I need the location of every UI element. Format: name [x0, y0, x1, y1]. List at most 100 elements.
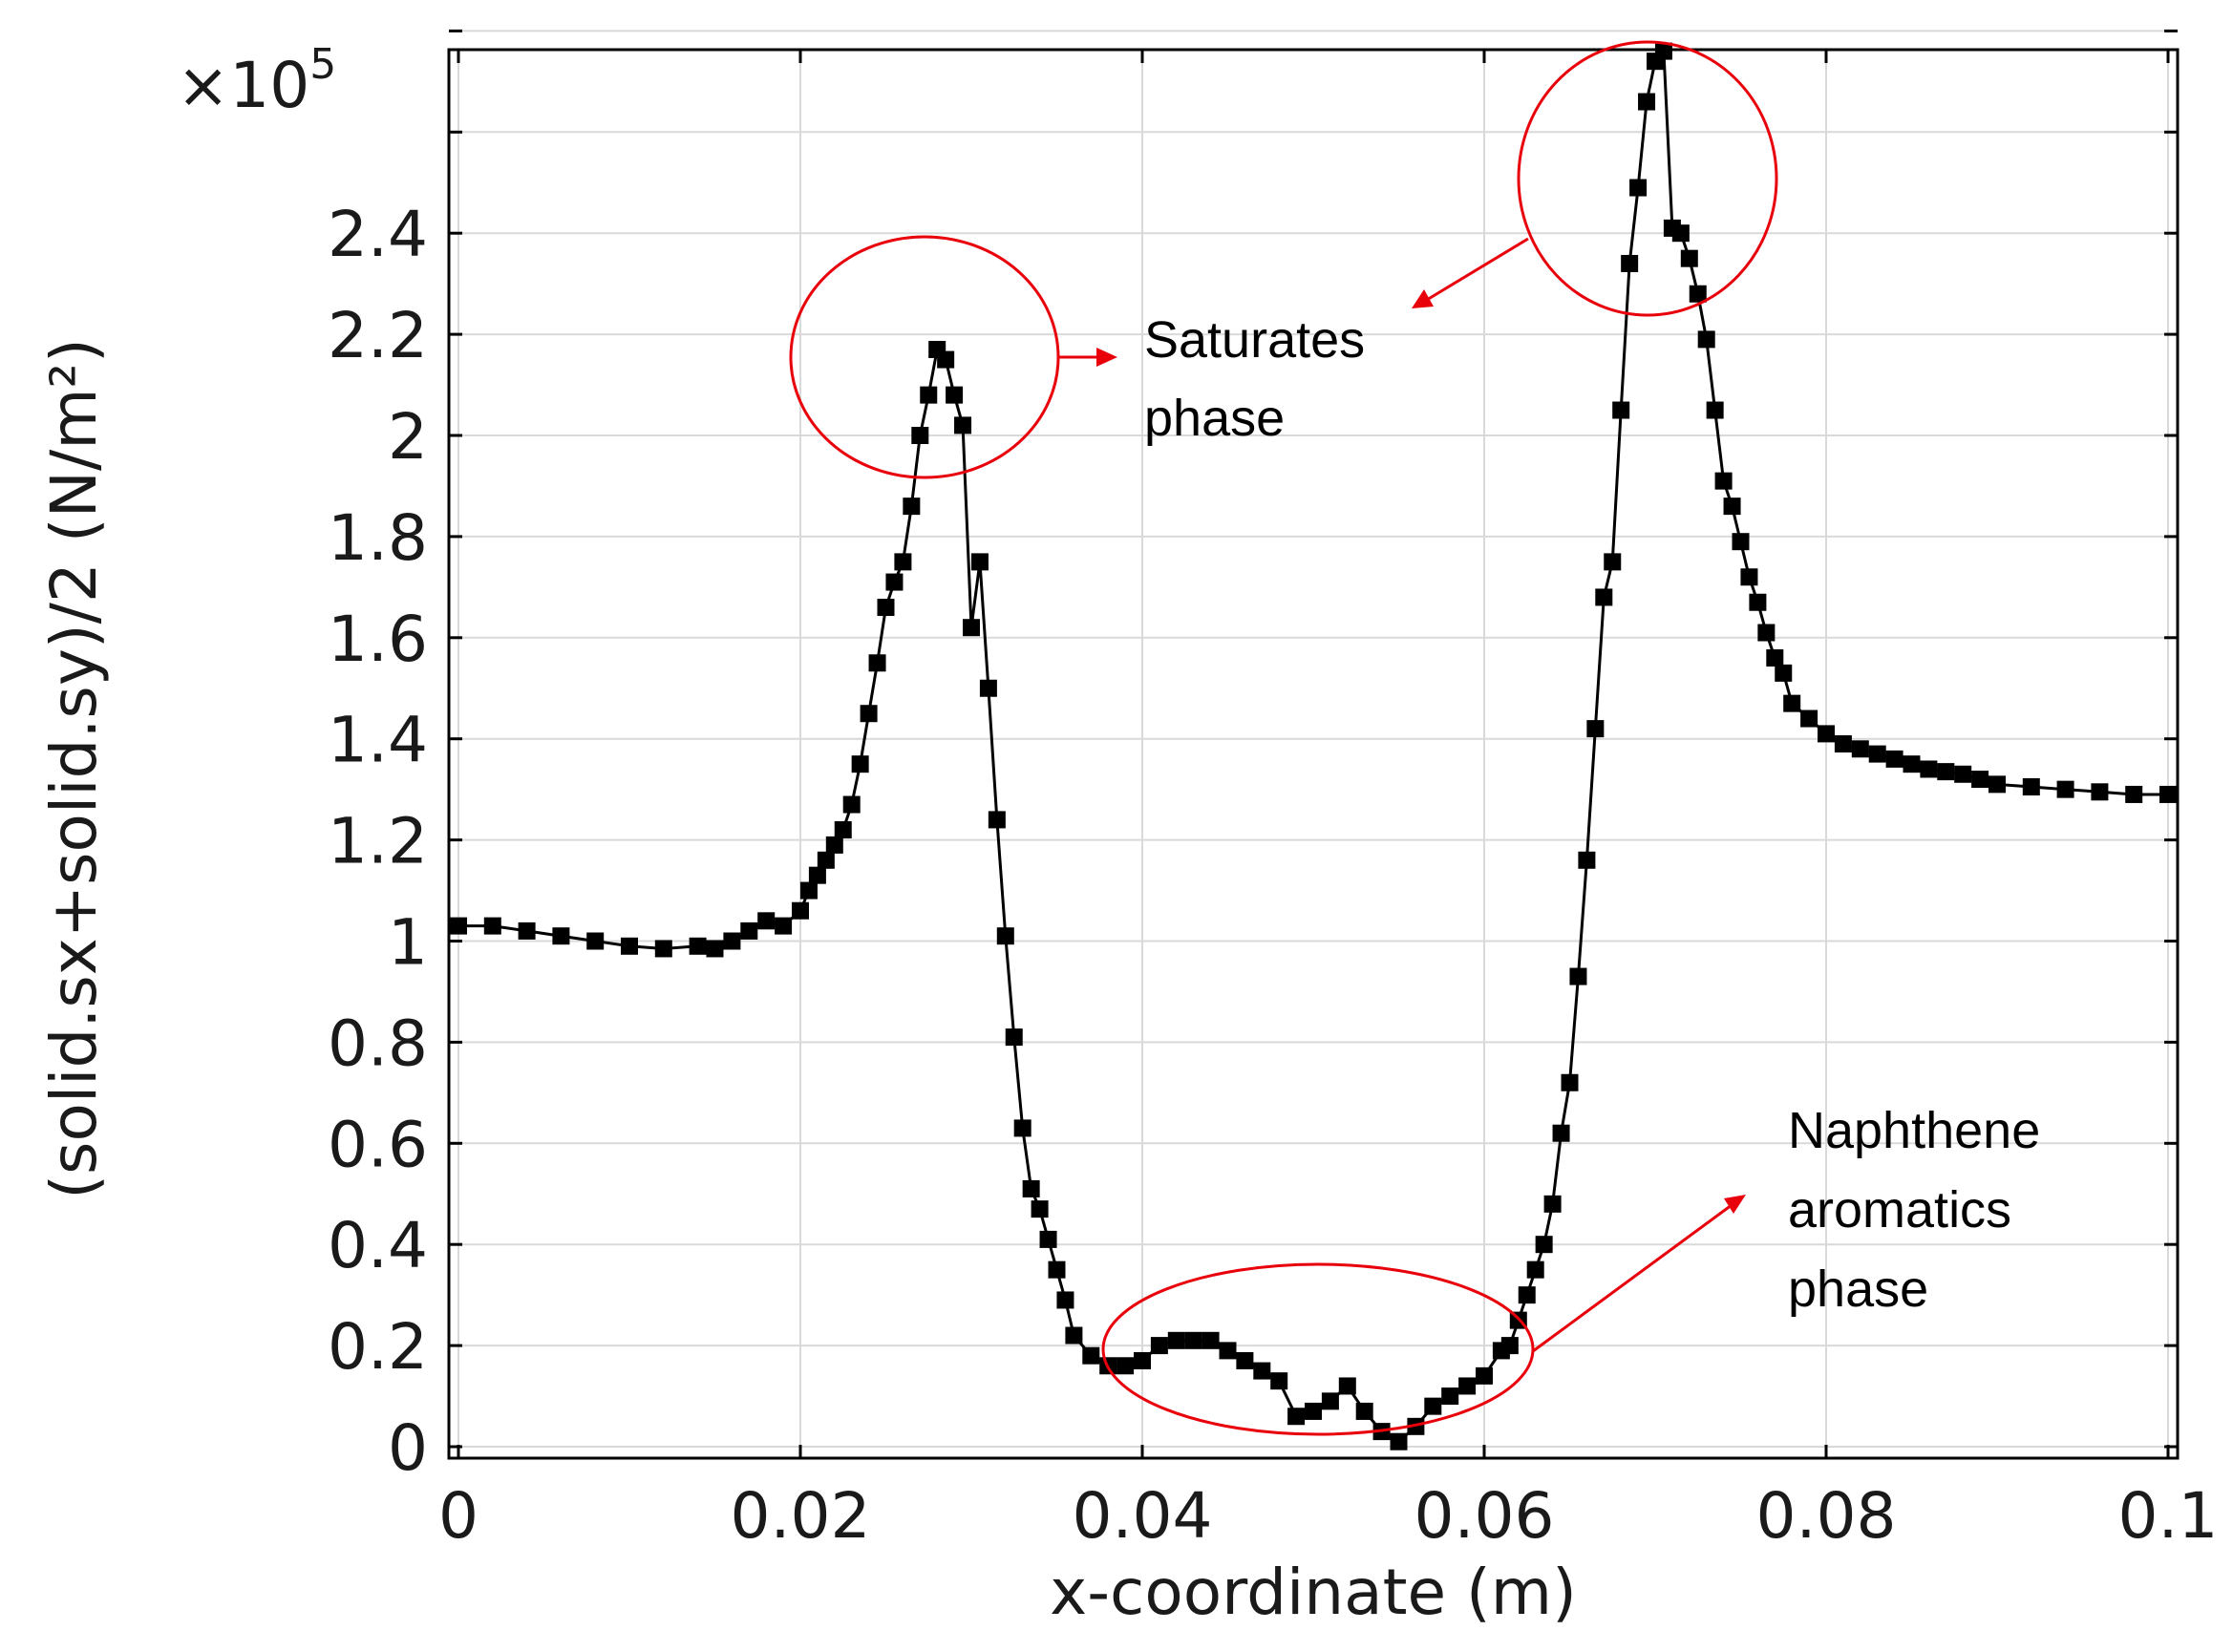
data-point [834, 821, 852, 839]
data-point [1202, 1331, 1220, 1349]
data-point [920, 386, 938, 404]
data-point [1039, 1230, 1057, 1248]
annotations: Saturates phase Naphthene aromatics phas… [789, 40, 2054, 1436]
y-tick-label: 1 [388, 906, 428, 980]
data-point [1082, 1346, 1100, 1365]
data-point [1749, 593, 1767, 611]
data-point [911, 427, 929, 444]
data-point [988, 811, 1006, 829]
data-point [808, 866, 826, 884]
data-point [1800, 710, 1818, 728]
y-tick-label: 2 [388, 400, 428, 474]
x-tick-label: 0.02 [731, 1479, 871, 1553]
data-point [937, 350, 955, 369]
series-stress [450, 42, 2177, 1451]
data-point [1654, 42, 1672, 60]
data-point [1604, 553, 1622, 571]
axis-ticks [449, 29, 2178, 1458]
x-tick-label: 0 [438, 1479, 478, 1553]
grid [449, 30, 2178, 1458]
data-point [1424, 1397, 1442, 1415]
data-point [1621, 254, 1639, 272]
data-point [1629, 179, 1648, 197]
data-point [2091, 783, 2109, 801]
data-point [1022, 1179, 1040, 1197]
data-point [1818, 725, 1835, 743]
data-point [740, 921, 758, 940]
data-point [1920, 760, 1938, 778]
data-point [1167, 1331, 1185, 1349]
data-point [2056, 780, 2074, 798]
data-point [1834, 734, 1852, 752]
data-point [1937, 763, 1955, 781]
data-point [963, 619, 980, 637]
data-point [970, 553, 989, 571]
data-point [450, 917, 467, 935]
data-point [1689, 285, 1707, 303]
data-point [1868, 745, 1886, 763]
y-tick-label: 0.4 [328, 1209, 428, 1282]
data-point [1988, 775, 2006, 794]
data-point [792, 901, 809, 920]
data-point [1775, 664, 1793, 682]
data-point [1552, 1124, 1570, 1142]
data-point [1270, 1372, 1288, 1390]
y-tick-labels: 0 0.2 0.4 0.6 0.8 1 1.2 1.4 1.6 1.8 2 2.2 2.4 [328, 198, 428, 1485]
data-point [1184, 1331, 1202, 1349]
data-point [817, 851, 835, 869]
data-point [1954, 765, 1972, 783]
data-point [851, 755, 869, 773]
data-point [689, 937, 707, 955]
data-point [1697, 330, 1715, 349]
data-point [1134, 1351, 1151, 1369]
data-point [1056, 1291, 1074, 1309]
data-point [954, 416, 972, 434]
y-tick-label: 1.4 [328, 704, 428, 777]
data-point [1305, 1402, 1322, 1420]
naphthene-region-circle [1101, 1262, 1535, 1436]
data-point [2125, 785, 2143, 803]
data-point [1612, 401, 1630, 419]
data-point [877, 599, 895, 617]
data-point [799, 881, 818, 900]
data-point [1723, 498, 1741, 516]
data-point [1671, 224, 1690, 243]
data-point [1031, 1200, 1049, 1218]
data-point [1219, 1342, 1237, 1360]
data-point [1885, 750, 1903, 768]
data-point [2022, 778, 2040, 796]
data-point [1595, 588, 1613, 606]
data-point [1535, 1236, 1553, 1254]
y-tick-label: 0.8 [328, 1006, 428, 1080]
data-point [2159, 785, 2177, 803]
data-point [621, 937, 638, 955]
x-tick-labels: 0 0.02 0.04 0.06 0.08 0.1 [438, 1479, 2218, 1553]
data-point [1150, 1337, 1168, 1355]
data-point [1638, 93, 1656, 111]
naphthene-arrow-line [1532, 1203, 1733, 1353]
data-point [996, 927, 1014, 945]
data-point [1757, 624, 1776, 642]
naphthene-label: Naphthene aromatics phase [1788, 1102, 2054, 1318]
x-tick-label: 0.06 [1414, 1479, 1555, 1553]
data-point [1561, 1073, 1579, 1091]
data-point [1569, 967, 1587, 985]
data-point [1971, 771, 1989, 789]
data-point [1407, 1417, 1425, 1435]
saturates-arrow-head [1096, 348, 1117, 367]
data-point [979, 679, 997, 697]
data-point [1005, 1028, 1023, 1047]
data-point [518, 921, 536, 940]
y-tick-label: 1.6 [328, 603, 428, 676]
data-point [1706, 401, 1724, 419]
y-tick-label: 0 [388, 1411, 428, 1485]
second-peak-arrow-head [1412, 289, 1434, 308]
data-point [1116, 1357, 1135, 1375]
saturates-label: Saturates phase [1144, 311, 1379, 447]
data-point [1526, 1260, 1544, 1279]
data-point [1586, 720, 1605, 738]
data-point [894, 553, 912, 571]
y-tick-label: 0.6 [328, 1108, 428, 1181]
data-point [1236, 1351, 1254, 1369]
